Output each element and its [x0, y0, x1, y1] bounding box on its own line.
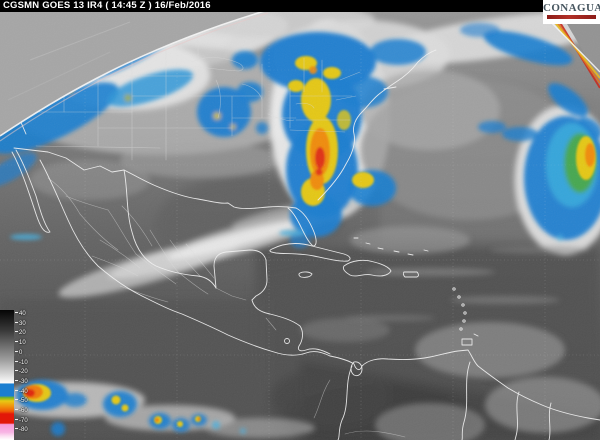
scale-label: -40: [15, 389, 28, 395]
scale-label: 10: [15, 340, 26, 346]
image-title: CGSMN GOES 13 IR4 ( 14:45 Z ) 16/Feb/201…: [3, 0, 211, 11]
scale-label: -30: [15, 379, 28, 385]
scale-label: 0: [15, 350, 22, 356]
scale-label: -80: [15, 427, 28, 433]
scale-label: -70: [15, 418, 28, 424]
temperature-scale-bar: [0, 310, 14, 440]
scale-label: 20: [15, 330, 26, 336]
scale-label: -10: [15, 360, 28, 366]
scale-label: -50: [15, 398, 28, 404]
scale-label: 30: [15, 321, 26, 327]
conagua-logo-text: CONAGUA: [543, 2, 600, 14]
scale-label: 40: [15, 311, 26, 317]
conagua-logo-stripe: [547, 15, 596, 19]
scale-label: -60: [15, 408, 28, 414]
temperature-scale-labels: 40 30 20 10 0 -10 -20 -30 -40 -50 -60 -70 -80: [15, 311, 45, 440]
conagua-logo: CONAGUA: [543, 0, 600, 24]
title-bar: CGSMN GOES 13 IR4 ( 14:45 Z ) 16/Feb/201…: [0, 0, 544, 12]
scale-label: -20: [15, 369, 28, 375]
